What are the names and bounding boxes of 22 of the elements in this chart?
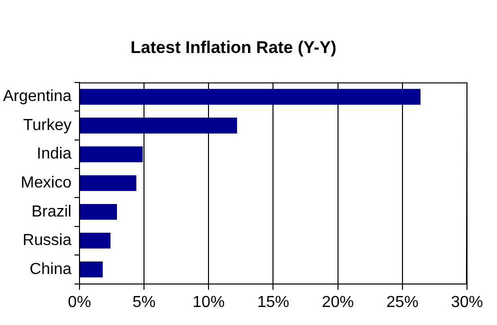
x-tick-label: 15% (257, 294, 290, 311)
x-tick-label: 10% (192, 294, 225, 311)
bar (80, 118, 238, 134)
bar (80, 262, 103, 278)
bar (80, 146, 143, 162)
x-tick-label: 20% (322, 294, 354, 311)
x-tick-label: 30% (450, 294, 484, 311)
bar (80, 88, 420, 105)
x-tick-label: 25% (386, 294, 418, 311)
bar (80, 232, 110, 249)
y-tick-label: Argentina (2, 88, 72, 106)
y-tick-label: Brazil (31, 203, 72, 220)
y-tick-label: Mexico (20, 174, 72, 192)
x-tick-label: 5% (132, 294, 156, 311)
bar (80, 175, 136, 192)
x-tick-label: 0% (68, 294, 92, 311)
chart-title: Latest Inflation Rate (Y-Y) (130, 38, 336, 57)
y-tick-label: Turkey (23, 116, 72, 134)
y-tick-label: India (36, 146, 72, 163)
y-tick-label: Russia (22, 232, 72, 250)
bar (80, 204, 117, 220)
y-tick-label: China (30, 260, 72, 278)
